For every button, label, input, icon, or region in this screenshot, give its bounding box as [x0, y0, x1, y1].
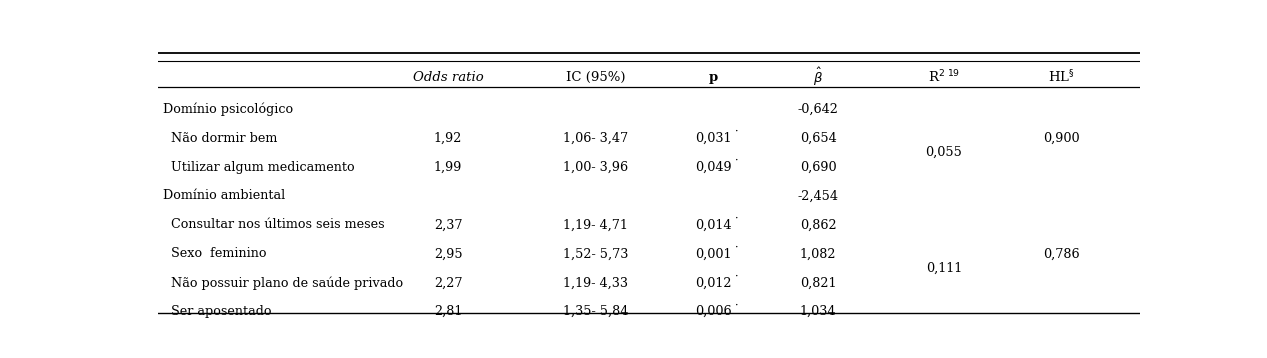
Text: 0,654: 0,654 — [799, 131, 836, 145]
Text: 1,52- 5,73: 1,52- 5,73 — [563, 247, 628, 260]
Text: 0,821: 0,821 — [799, 276, 836, 289]
Text: Ser aposentado: Ser aposentado — [163, 305, 272, 318]
Text: Odds ratio: Odds ratio — [413, 71, 484, 84]
Text: 0,900: 0,900 — [1044, 131, 1079, 145]
Text: 1,06- 3,47: 1,06- 3,47 — [563, 131, 628, 145]
Text: 2,95: 2,95 — [433, 247, 462, 260]
Text: 1,00- 3,96: 1,00- 3,96 — [563, 160, 628, 174]
Text: Domínio ambiental: Domínio ambiental — [163, 189, 285, 203]
Text: 0,012: 0,012 — [694, 276, 731, 289]
Text: ·: · — [735, 301, 739, 311]
Text: -0,642: -0,642 — [798, 103, 839, 116]
Text: Não dormir bem: Não dormir bem — [163, 131, 277, 145]
Text: 0,031: 0,031 — [694, 131, 731, 145]
Text: ·: · — [735, 243, 739, 253]
Text: 1,082: 1,082 — [799, 247, 836, 260]
Text: 0,006: 0,006 — [694, 305, 731, 318]
Text: 1,35- 5,84: 1,35- 5,84 — [563, 305, 628, 318]
Text: Utilizar algum medicamento: Utilizar algum medicamento — [163, 160, 355, 174]
Text: 2,27: 2,27 — [433, 276, 462, 289]
Text: $\hat{\beta}$: $\hat{\beta}$ — [813, 66, 824, 88]
Text: 2,37: 2,37 — [433, 218, 462, 231]
Text: ·: · — [735, 156, 739, 166]
Text: 0,111: 0,111 — [926, 262, 962, 275]
Text: 1,19- 4,33: 1,19- 4,33 — [563, 276, 628, 289]
Text: 2,81: 2,81 — [433, 305, 462, 318]
Text: ·: · — [735, 214, 739, 224]
Text: p: p — [708, 71, 718, 84]
Text: -2,454: -2,454 — [798, 189, 839, 203]
Text: Consultar nos últimos seis meses: Consultar nos últimos seis meses — [163, 218, 385, 231]
Text: 1,99: 1,99 — [433, 160, 462, 174]
Text: ·: · — [735, 272, 739, 282]
Text: Sexo  feminino: Sexo feminino — [163, 247, 267, 260]
Text: HL$^{\mathsf{\S}}$: HL$^{\mathsf{\S}}$ — [1049, 69, 1074, 86]
Text: R$^{2\ 19}$: R$^{2\ 19}$ — [927, 69, 960, 86]
Text: 0,862: 0,862 — [799, 218, 836, 231]
Text: 1,92: 1,92 — [433, 131, 462, 145]
Text: 0,690: 0,690 — [799, 160, 836, 174]
Text: IC (95%): IC (95%) — [565, 71, 625, 84]
Text: 1,19- 4,71: 1,19- 4,71 — [563, 218, 627, 231]
Text: Domínio psicológico: Domínio psicológico — [163, 102, 294, 116]
Text: 1,034: 1,034 — [799, 305, 836, 318]
Text: 0,014: 0,014 — [694, 218, 731, 231]
Text: 0,055: 0,055 — [925, 146, 963, 159]
Text: 0,049: 0,049 — [694, 160, 731, 174]
Text: Não possuir plano de saúde privado: Não possuir plano de saúde privado — [163, 276, 403, 290]
Text: ·: · — [735, 127, 739, 137]
Text: 0,001: 0,001 — [694, 247, 731, 260]
Text: 0,786: 0,786 — [1044, 247, 1079, 260]
